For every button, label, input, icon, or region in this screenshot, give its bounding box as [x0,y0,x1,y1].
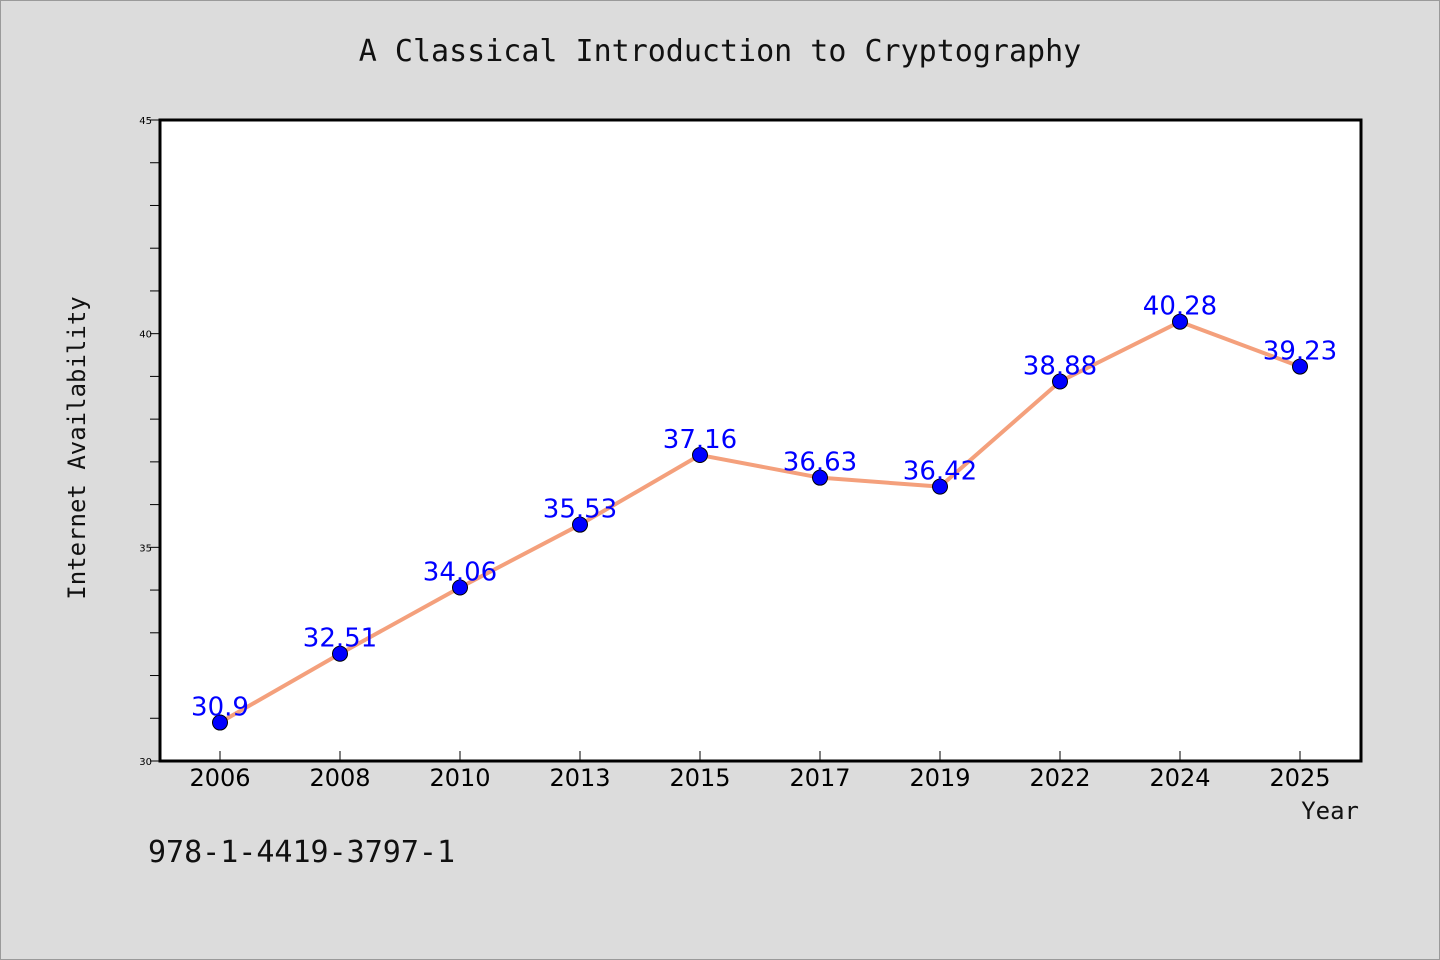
data-label: 30.9 [191,693,249,723]
data-label: 40.28 [1143,292,1217,322]
data-point-marker [572,516,588,533]
data-point-marker [332,645,348,662]
y-axis-ticks: 30 35 40 45 [139,116,160,768]
x-tick-label: 2024 [1149,764,1210,792]
data-point-marker [1172,313,1188,330]
data-label: 37.16 [663,425,737,455]
data-label: 36.63 [783,448,857,478]
x-tick-label: 2025 [1269,764,1330,792]
y-axis-title: Internet Availability [63,296,91,599]
x-tick-label: 2017 [789,764,850,792]
x-tick-label: 2019 [909,764,970,792]
x-tick-label: 2010 [429,764,490,792]
data-point-marker [1292,358,1308,375]
data-point-marker [1052,373,1068,390]
data-point-marker [452,579,468,596]
x-tick-label: 2022 [1029,764,1090,792]
x-tick-label: 2006 [189,764,250,792]
y-tick-label: 40 [139,330,152,341]
data-label: 36.42 [903,457,977,487]
series-line [219,319,1301,725]
data-label: 35.53 [543,495,617,525]
data-label: 38.88 [1023,352,1097,382]
data-point-marker [212,714,228,731]
data-label: 39.23 [1263,337,1337,367]
plot-area [160,120,1361,761]
x-tick-label: 2015 [669,764,730,792]
data-point-marker [812,469,828,486]
data-label: 34.06 [423,558,497,588]
data-labels: 30.9 32.51 34.06 35.53 37.16 36.63 36.42 38.88 4… [191,292,1337,723]
chart-title: A Classical Introduction to Cryptography [358,34,1082,69]
data-label: 32.51 [303,624,377,654]
isbn-note: 978-1-4419-3797-1 [148,835,456,870]
x-tick-label: 2013 [549,764,610,792]
y-tick-label: 45 [139,116,152,127]
data-point-marker [932,478,948,495]
data-point-marker [692,447,708,464]
y-tick-label: 30 [139,757,152,768]
x-tick-label: 2008 [309,764,370,792]
x-axis-title: Year [1301,797,1359,825]
series-markers [212,313,1308,731]
plot-border [158,118,1363,763]
x-axis-ticks: 2006 2008 2010 2013 2015 2017 2019 2022 2024 2025 [189,751,1331,792]
y-tick-label: 35 [139,543,152,554]
